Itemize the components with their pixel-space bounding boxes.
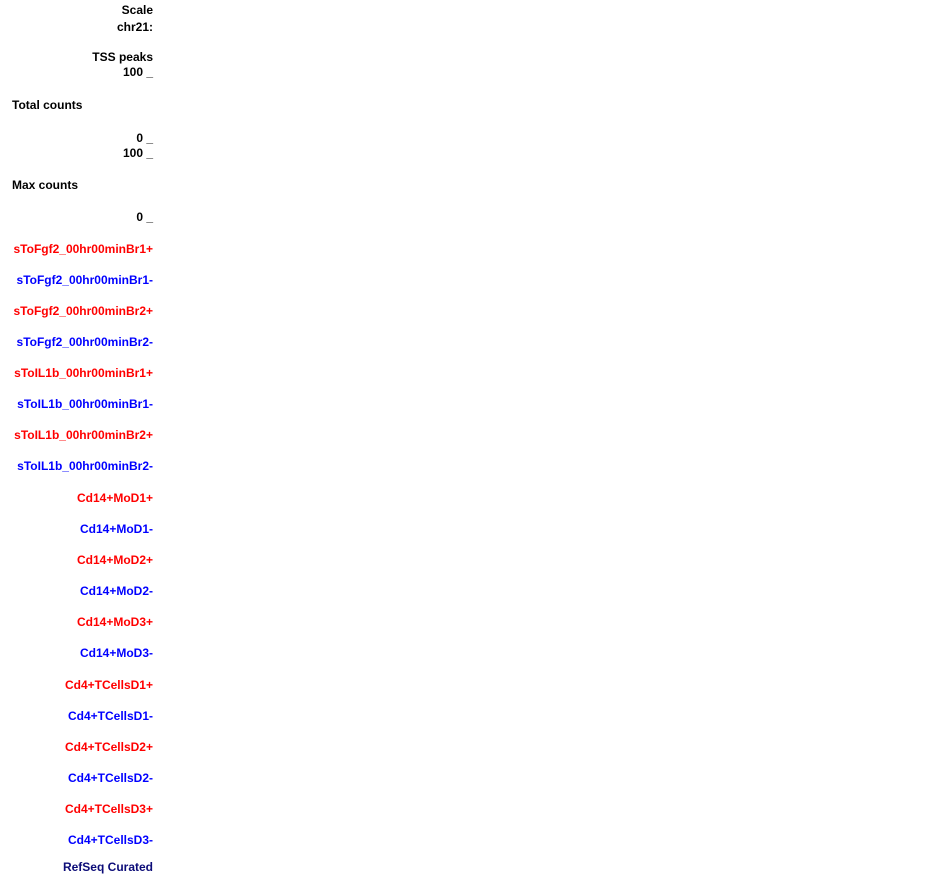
track-label-il1b-br1-plus[interactable]: sToIL1b_00hr00minBr1+ [14,366,153,380]
track-label-cd14-mod1-plus[interactable]: Cd14+MoD1+ [76,491,153,505]
track-label-cd14-mod2-minus[interactable]: Cd14+MoD2- [79,584,153,598]
track-label-il1b-br1-minus[interactable]: sToIL1b_00hr00minBr1- [17,397,153,411]
track-label-cd4-tcells-d1-plus[interactable]: Cd4+TCellsD1+ [64,678,153,692]
track-label-fgf2-br2-minus[interactable]: sToFgf2_00hr00minBr2- [16,335,153,349]
track-label-cd14-mod3-plus[interactable]: Cd14+MoD3+ [76,615,153,629]
track-label-cd4-tcells-d3-plus[interactable]: Cd4+TCellsD3+ [64,802,153,816]
scale-label: Scale [121,3,153,17]
track-label-fgf2-br1-minus[interactable]: sToFgf2_00hr00minBr1- [16,273,153,287]
track-label-fgf2-br2-plus[interactable]: sToFgf2_00hr00minBr2+ [13,304,154,318]
axis-tick-bottom-total-counts: 0 _ [136,131,153,145]
axis-tick-top-max-counts: 100 _ [122,146,153,160]
track-name-total-counts[interactable]: Total counts [12,98,83,112]
track-title-tss-peaks[interactable]: TSS peaks [92,50,153,64]
track-label-cd4-tcells-d2-minus[interactable]: Cd4+TCellsD2- [67,771,153,785]
track-label-cd14-mod1-minus[interactable]: Cd14+MoD1- [79,522,153,536]
track-label-cd4-tcells-d2-plus[interactable]: Cd4+TCellsD2+ [64,740,153,754]
chrom-position-label: chr21: [116,20,153,34]
track-label-cd14-mod2-plus[interactable]: Cd14+MoD2+ [76,553,153,567]
track-label-il1b-br2-minus[interactable]: sToIL1b_00hr00minBr2- [17,459,153,473]
axis-tick-top-total-counts: 100 _ [122,65,153,79]
track-label-refseq-curated[interactable]: RefSeq Curated [62,860,153,874]
track-label-cd14-mod3-minus[interactable]: Cd14+MoD3- [79,646,153,660]
track-label-fgf2-br1-plus[interactable]: sToFgf2_00hr00minBr1+ [13,242,154,256]
track-label-il1b-br2-plus[interactable]: sToIL1b_00hr00minBr2+ [14,428,153,442]
axis-tick-bottom-max-counts: 0 _ [136,210,153,224]
track-label-cd4-tcells-d1-minus[interactable]: Cd4+TCellsD1- [67,709,153,723]
track-label-cd4-tcells-d3-minus[interactable]: Cd4+TCellsD3- [67,833,153,847]
track-name-max-counts[interactable]: Max counts [12,178,79,192]
